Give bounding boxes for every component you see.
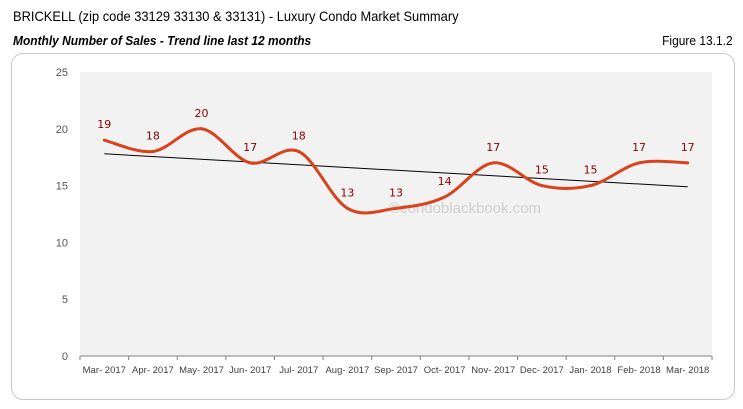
y-tick-label: 25 [56, 67, 68, 79]
x-tick-label: Jan- 2018 [569, 365, 611, 376]
data-label: 13 [340, 186, 354, 199]
data-label: 20 [195, 107, 209, 120]
data-label: 18 [292, 130, 306, 143]
data-point [151, 150, 155, 154]
x-tick-label: Dec- 2017 [520, 365, 564, 376]
data-point [588, 184, 592, 188]
data-label: 13 [389, 186, 403, 199]
data-point [686, 161, 690, 165]
data-point [443, 195, 447, 199]
figure-number: Figure 13.1.2 [662, 33, 733, 48]
x-tick-label: Apr- 2017 [132, 365, 174, 376]
data-label: 19 [97, 118, 111, 131]
data-point [102, 138, 106, 142]
data-point [200, 127, 204, 131]
data-label: 15 [535, 164, 549, 177]
data-label: 18 [146, 130, 160, 143]
x-tick-label: Jun- 2017 [229, 365, 271, 376]
x-tick-label: Mar- 2018 [666, 365, 709, 376]
x-tick-label: Nov- 2017 [471, 365, 515, 376]
x-tick-label: Feb- 2018 [617, 365, 660, 376]
data-label: 14 [438, 175, 452, 188]
data-point [394, 206, 398, 210]
data-label: 15 [583, 164, 597, 177]
data-point [491, 161, 495, 165]
data-point [297, 150, 301, 154]
data-point [540, 184, 544, 188]
y-tick-label: 10 [56, 237, 68, 249]
trend-line [104, 153, 688, 188]
plot-area [80, 72, 712, 356]
x-tick-label: Aug- 2017 [325, 365, 369, 376]
data-point [345, 206, 349, 210]
x-tick-label: Oct- 2017 [424, 365, 466, 376]
data-label: 17 [632, 141, 646, 154]
chart-subtitle: Monthly Number of Sales - Trend line las… [13, 33, 312, 48]
data-label: 17 [486, 141, 500, 154]
y-tick-label: 0 [62, 351, 68, 363]
y-tick-label: 15 [56, 181, 68, 193]
data-label: 17 [243, 141, 257, 154]
x-tick-label: Jul- 2017 [279, 365, 318, 376]
y-tick-label: 5 [62, 294, 68, 306]
data-label: 17 [681, 141, 695, 154]
data-point [637, 161, 641, 165]
data-point [248, 161, 252, 165]
x-tick-label: Sep- 2017 [374, 365, 418, 376]
chart-frame [11, 53, 735, 400]
x-tick-label: May- 2017 [179, 365, 224, 376]
x-tick-label: Mar- 2017 [83, 365, 126, 376]
watermark: ©condoblackbook.com [389, 200, 541, 217]
chart-title: BRICKELL (zip code 33129 33130 & 33131) … [13, 8, 459, 24]
y-tick-label: 20 [56, 124, 68, 136]
